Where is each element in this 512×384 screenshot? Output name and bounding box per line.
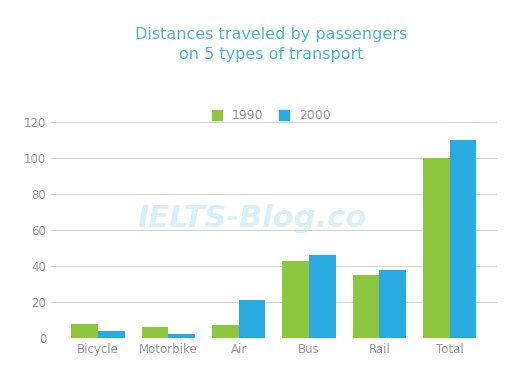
Bar bbox=[168, 334, 195, 338]
Bar bbox=[142, 327, 168, 338]
Bar bbox=[282, 260, 309, 338]
Bar bbox=[450, 140, 476, 338]
Bar bbox=[212, 325, 239, 338]
Bar bbox=[98, 331, 125, 338]
Bar bbox=[239, 300, 266, 338]
Bar bbox=[72, 323, 98, 338]
Text: IELTS-Blog.co: IELTS-Blog.co bbox=[137, 204, 366, 233]
Bar bbox=[353, 275, 379, 338]
Bar bbox=[423, 158, 450, 338]
Text: Distances traveled by passengers
on 5 types of transport: Distances traveled by passengers on 5 ty… bbox=[135, 27, 408, 62]
Bar bbox=[379, 270, 406, 338]
Legend: 1990, 2000: 1990, 2000 bbox=[207, 104, 335, 127]
Bar bbox=[309, 255, 336, 338]
